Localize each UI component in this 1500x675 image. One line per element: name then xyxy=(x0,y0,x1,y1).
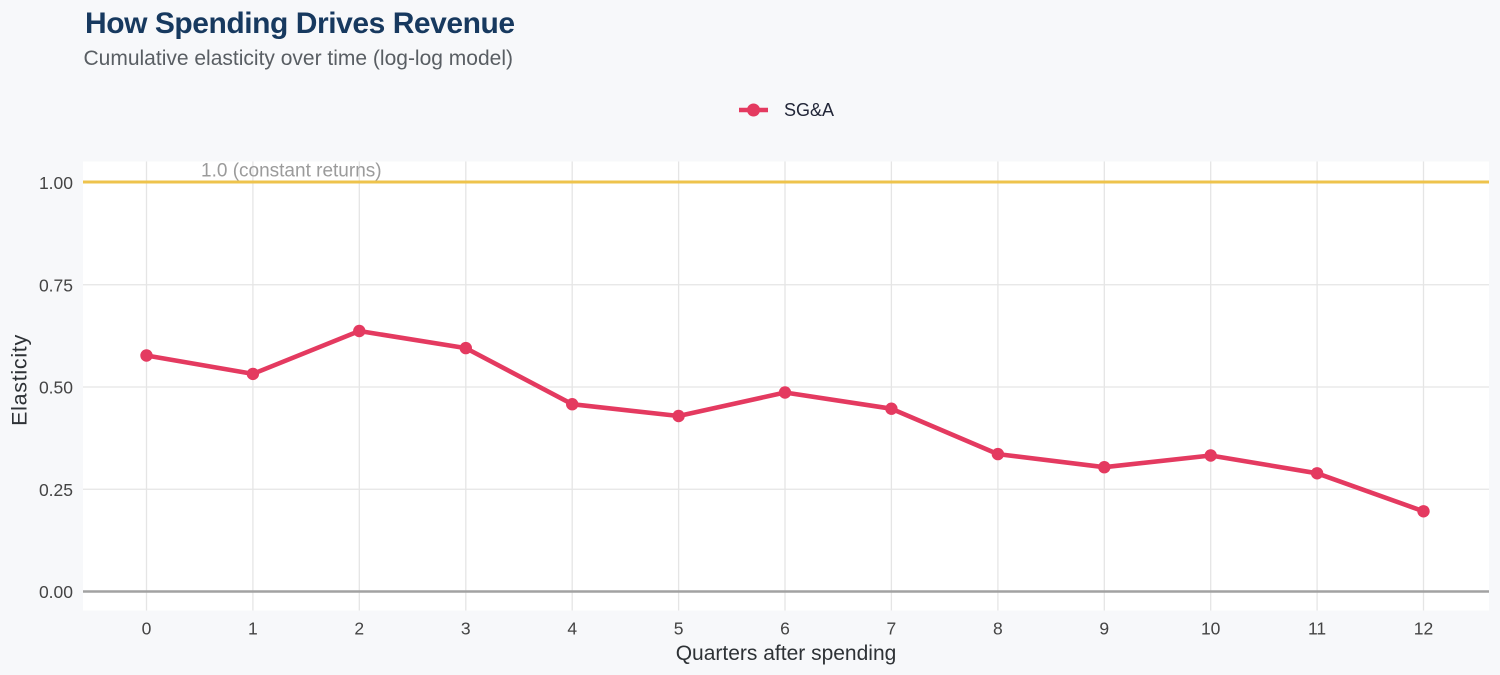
svg-text:SG&A: SG&A xyxy=(784,100,834,120)
svg-text:Quarters after spending: Quarters after spending xyxy=(676,642,897,665)
svg-text:0: 0 xyxy=(142,619,152,639)
svg-text:7: 7 xyxy=(887,619,897,639)
svg-text:1.00: 1.00 xyxy=(39,173,73,193)
svg-text:10: 10 xyxy=(1201,619,1221,639)
svg-text:Elasticity: Elasticity xyxy=(8,334,32,426)
svg-text:Cumulative elasticity over tim: Cumulative elasticity over time (log-log… xyxy=(84,47,514,70)
svg-text:9: 9 xyxy=(1099,619,1109,639)
svg-text:How Spending Drives Revenue: How Spending Drives Revenue xyxy=(85,7,515,40)
svg-text:8: 8 xyxy=(993,619,1003,639)
svg-text:4: 4 xyxy=(567,619,577,639)
svg-text:2: 2 xyxy=(354,619,364,639)
svg-text:5: 5 xyxy=(674,619,684,639)
svg-text:11: 11 xyxy=(1308,619,1326,639)
svg-text:0.25: 0.25 xyxy=(39,480,73,500)
svg-text:12: 12 xyxy=(1414,619,1433,639)
svg-text:0.50: 0.50 xyxy=(39,378,73,398)
svg-text:6: 6 xyxy=(780,619,790,639)
svg-text:3: 3 xyxy=(461,619,471,639)
svg-text:1.0 (constant returns): 1.0 (constant returns) xyxy=(201,161,382,182)
svg-text:0.75: 0.75 xyxy=(39,275,73,295)
svg-text:0.00: 0.00 xyxy=(39,582,73,602)
svg-text:1: 1 xyxy=(248,619,258,639)
